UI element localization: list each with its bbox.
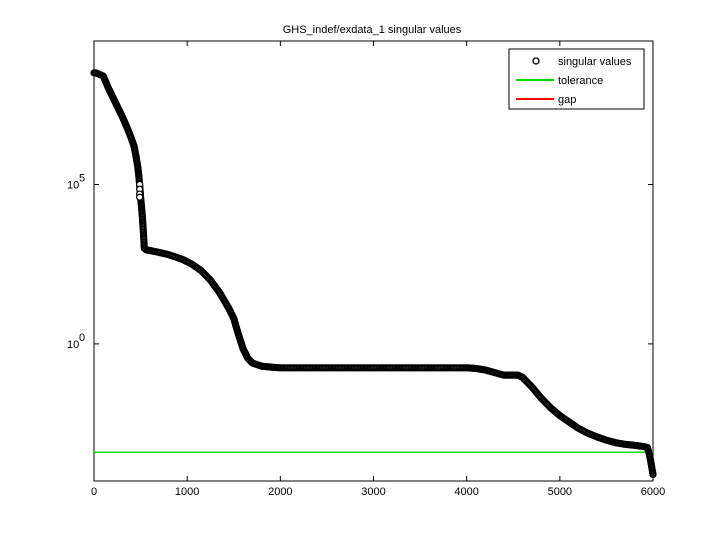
singular-value-point	[136, 193, 144, 201]
legend: singular values tolerance gap	[508, 48, 645, 110]
x-tick-label: 6000	[641, 486, 665, 498]
y-tick-label-base: 10	[67, 179, 79, 191]
x-tick-label: 5000	[548, 486, 572, 498]
y-tick-label-exponent: 0	[79, 332, 85, 344]
chart-title: GHS_indef/exdata_1 singular values	[283, 24, 462, 36]
y-tick-label-base: 10	[67, 339, 79, 351]
legend-label: gap	[558, 94, 576, 106]
singular-value-point	[649, 471, 657, 479]
legend-label: singular values	[558, 56, 632, 68]
legend-items: singular values tolerance gap	[516, 56, 632, 106]
legend-marker-singular-values	[532, 57, 540, 65]
legend-label: tolerance	[558, 75, 603, 87]
x-tick-label: 0	[91, 486, 97, 498]
series-layer	[90, 69, 657, 479]
x-tick-label: 3000	[361, 486, 385, 498]
x-tick-label: 4000	[454, 486, 478, 498]
y-tick-label-exponent: 5	[79, 172, 85, 184]
singular-values-markers	[90, 69, 657, 479]
x-tick-label: 2000	[268, 486, 292, 498]
x-tick-label: 1000	[175, 486, 199, 498]
x-axis-ticks: 0 1000 2000 3000 4000 5000 6000	[91, 41, 665, 498]
